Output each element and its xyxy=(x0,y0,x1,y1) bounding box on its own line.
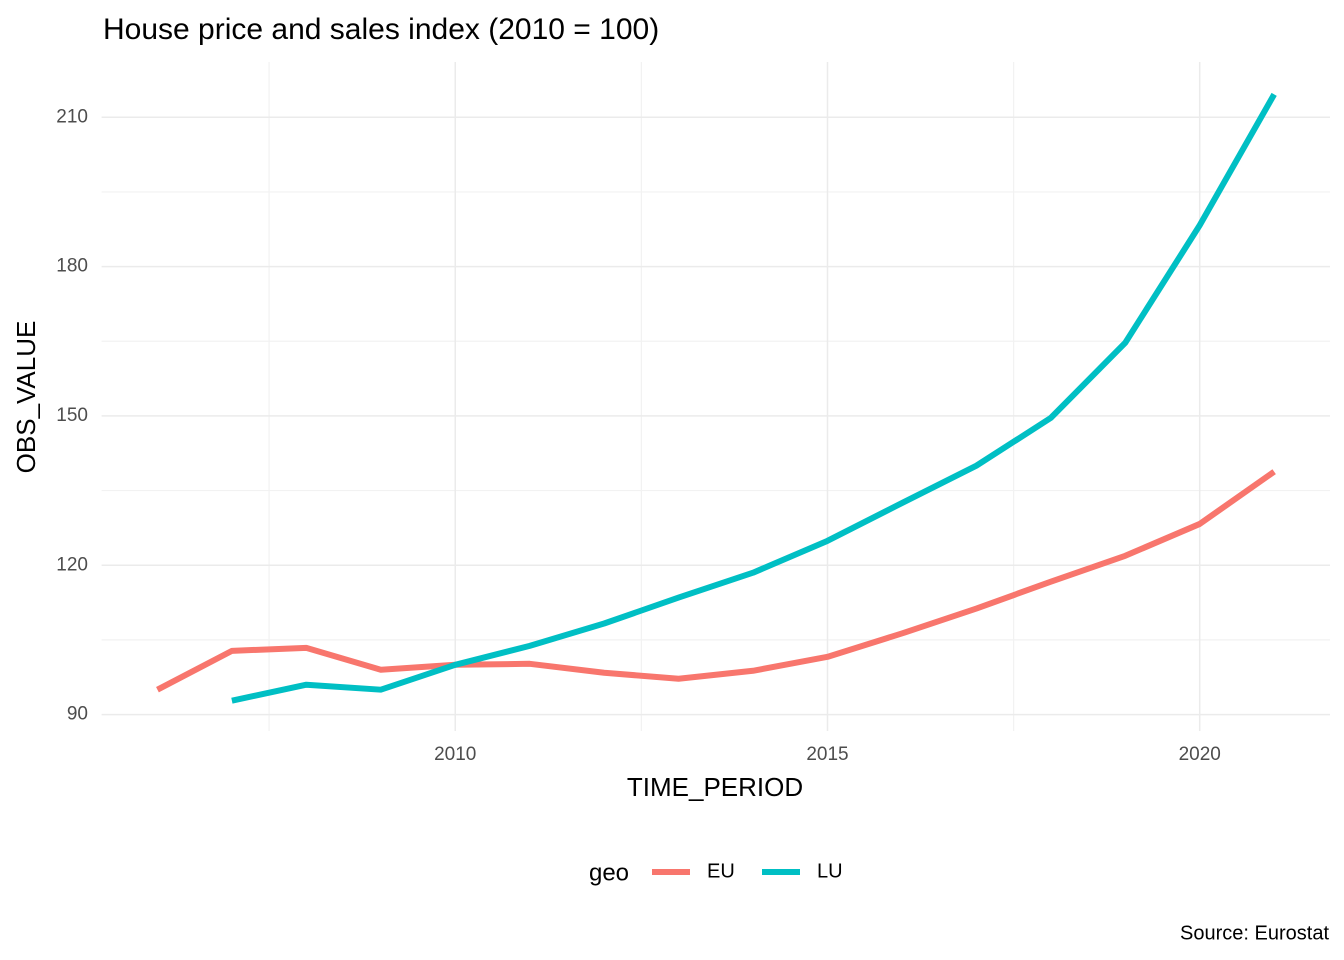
x-tick-label: 2010 xyxy=(434,744,476,765)
x-axis-title: TIME_PERIOD xyxy=(627,772,803,802)
plot xyxy=(156,92,1277,704)
y-tick-label: 180 xyxy=(56,256,88,277)
caption: Source: Eurostat xyxy=(1180,922,1329,944)
y-tick-label: 90 xyxy=(67,704,88,725)
y-tick-label: 210 xyxy=(56,106,88,127)
x-tick-label: 2020 xyxy=(1179,744,1221,765)
grid xyxy=(101,62,1330,731)
legend-title: geo xyxy=(589,859,629,886)
series-line xyxy=(156,469,1276,693)
legend-label: LU xyxy=(817,860,843,882)
series-line xyxy=(231,92,1277,704)
y-axis-title: OBS_VALUE xyxy=(11,321,41,474)
legend-label: EU xyxy=(707,860,735,882)
x-tick-label: 2015 xyxy=(806,744,848,765)
y-tick-label: 150 xyxy=(56,405,88,426)
chart-title: House price and sales index (2010 = 100) xyxy=(103,13,659,46)
y-tick-label: 120 xyxy=(56,554,88,575)
